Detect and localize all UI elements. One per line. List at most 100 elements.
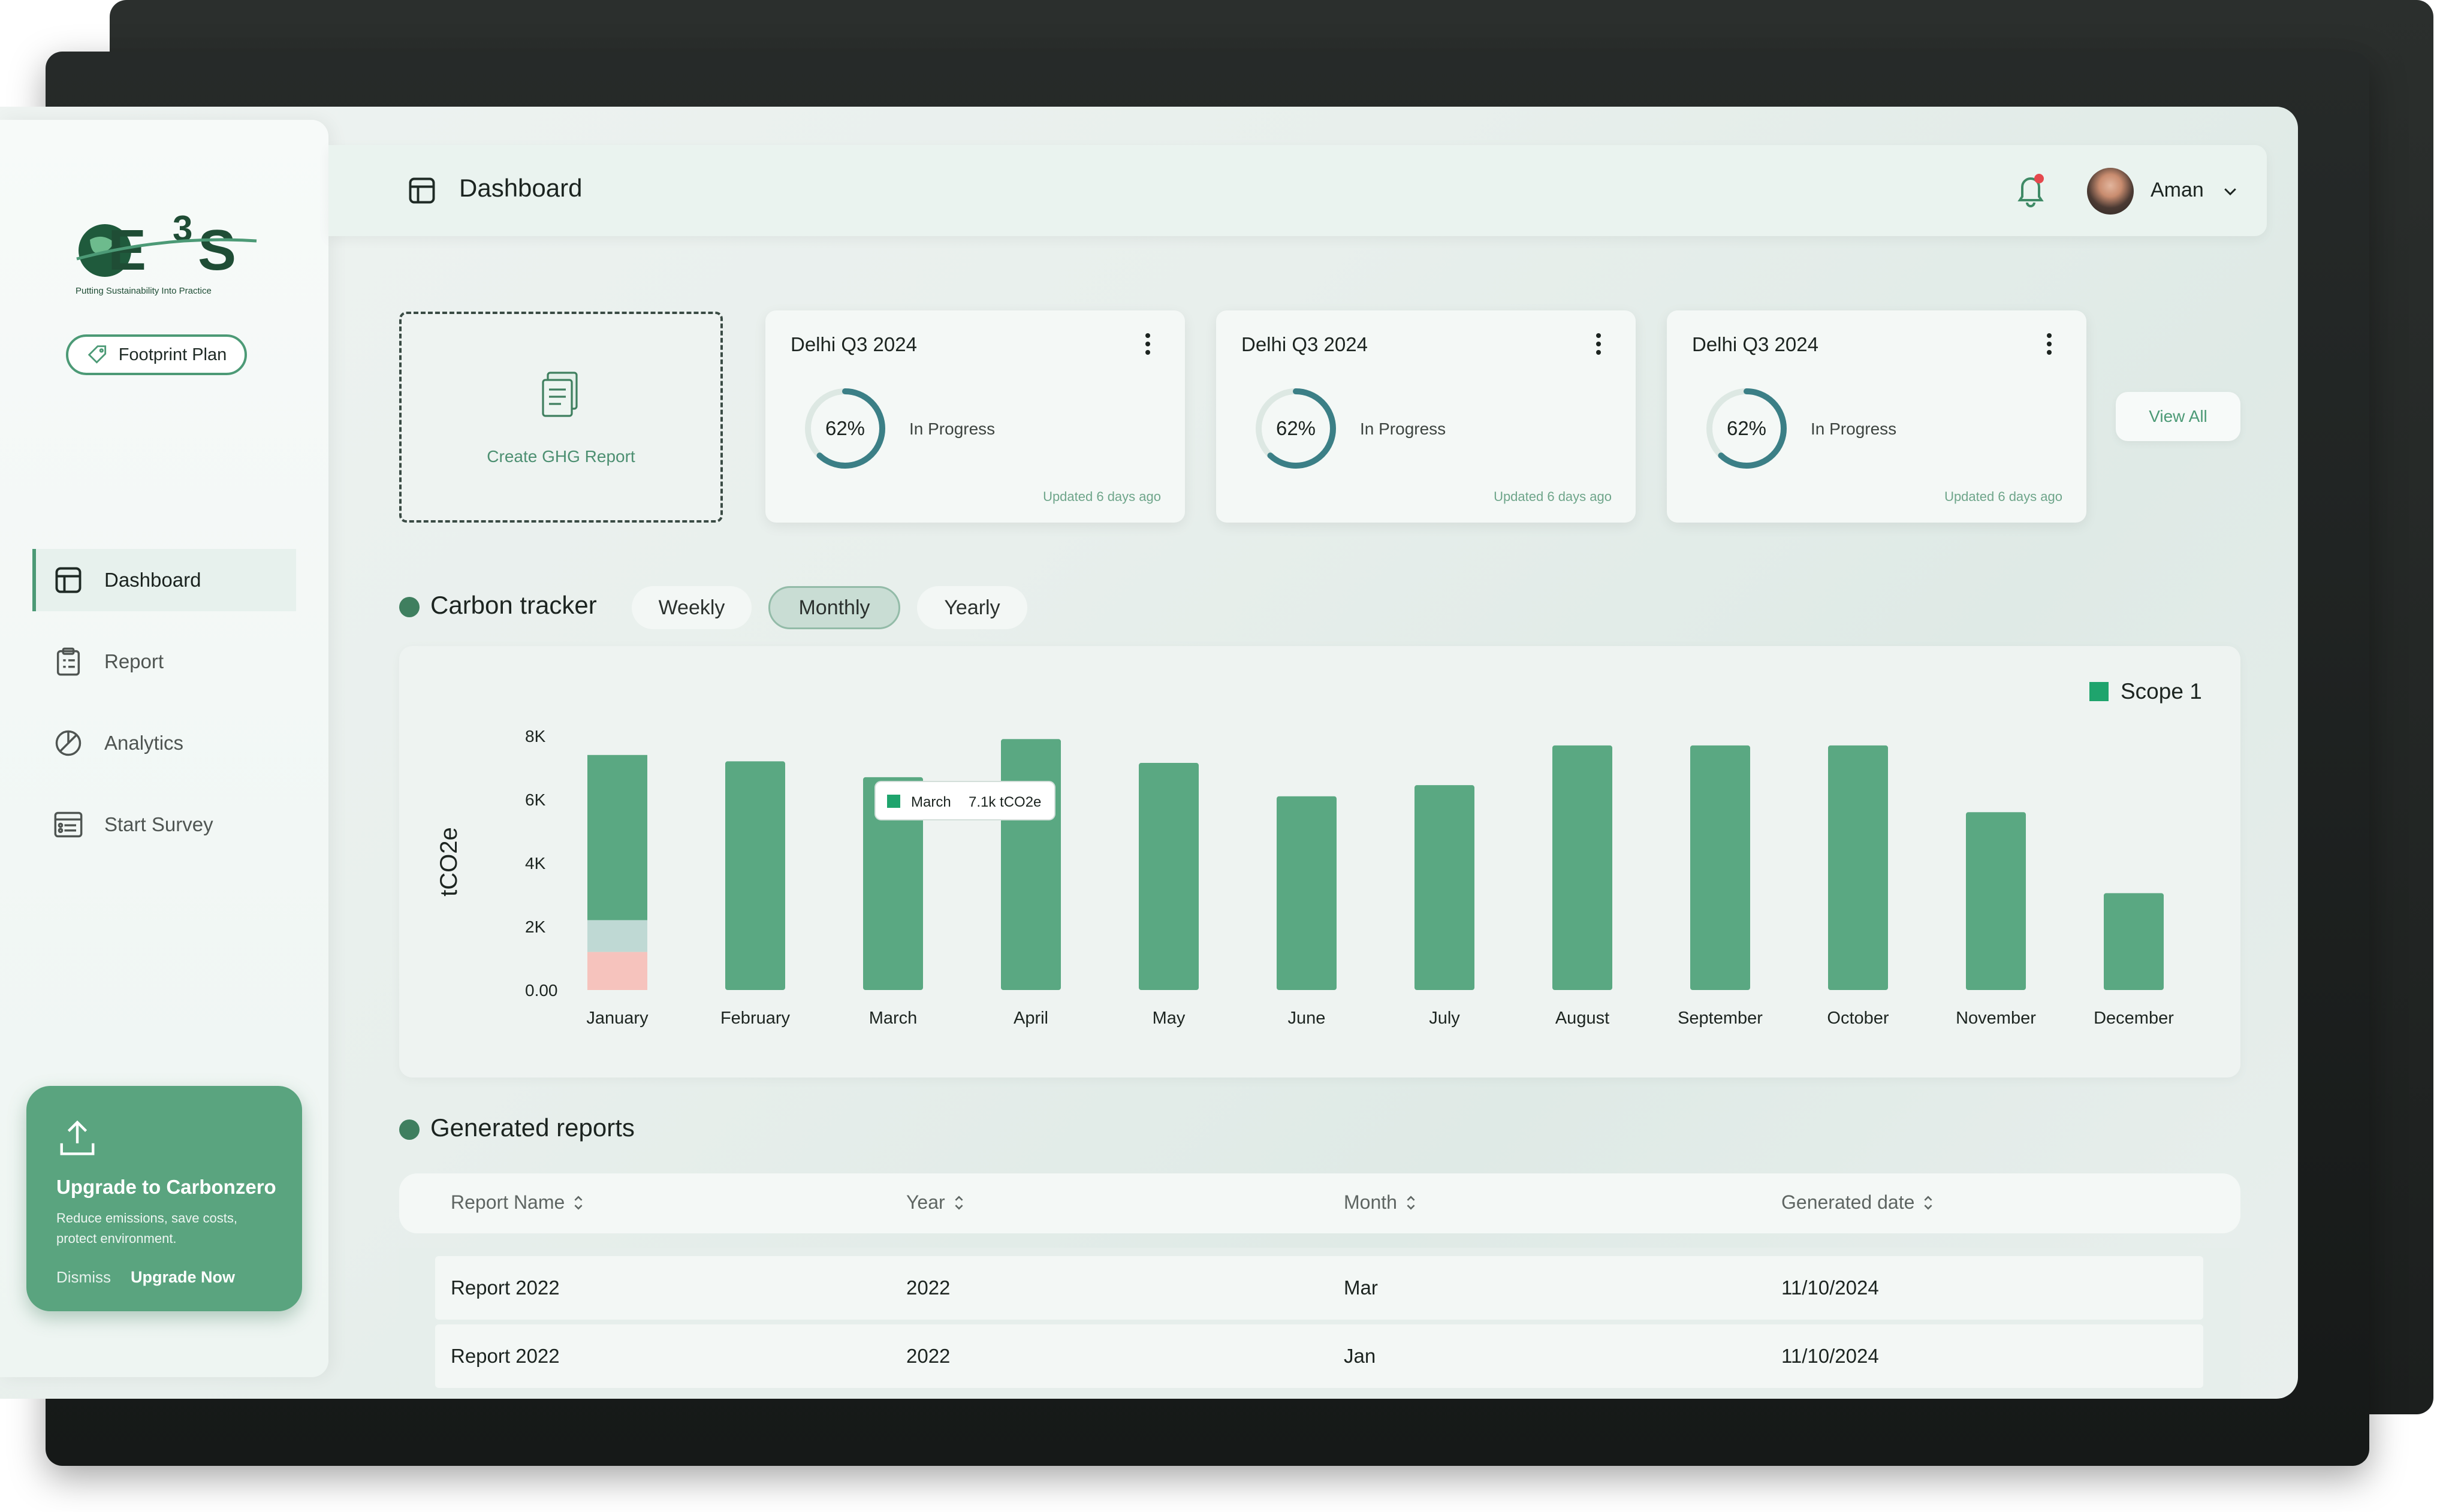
- view-all-button[interactable]: View All: [2116, 392, 2240, 441]
- sort-icon[interactable]: [1406, 1194, 1416, 1211]
- create-ghg-report-label: Create GHG Report: [487, 447, 635, 466]
- layout-icon: [409, 177, 435, 204]
- bar[interactable]: [2104, 893, 2164, 990]
- sidebar-item-dashboard[interactable]: Dashboard: [32, 549, 296, 611]
- layout-icon: [55, 567, 82, 593]
- x-tick-label: June: [1288, 1009, 1326, 1028]
- progress-ring: [1256, 388, 1336, 469]
- bar[interactable]: [863, 777, 923, 990]
- column-header-report-name[interactable]: Report Name: [451, 1191, 584, 1214]
- bar[interactable]: [1690, 745, 1750, 990]
- top-header: Dashboard Aman: [328, 145, 2267, 236]
- report-card[interactable]: Delhi Q3 2024 62% In Progress Updated 6 …: [1216, 310, 1636, 523]
- more-vertical-icon[interactable]: [1595, 332, 1602, 356]
- tab-yearly[interactable]: Yearly: [917, 586, 1027, 629]
- upgrade-description: Reduce emissions, save costs, protect en…: [56, 1211, 238, 1246]
- tooltip-value: 7.1k tCO2e: [969, 794, 1041, 810]
- cell-month: Jan: [1344, 1345, 1376, 1367]
- chart-tooltip: March 7.1k tCO2e: [874, 781, 1055, 820]
- document-icon: [542, 372, 578, 417]
- column-header-generated-date[interactable]: Generated date: [1781, 1191, 1934, 1214]
- footprint-plan-label: Footprint Plan: [118, 345, 227, 364]
- footprint-plan-button[interactable]: Footprint Plan: [66, 334, 247, 375]
- column-label: Generated date: [1781, 1191, 1915, 1213]
- carbon-tracker-title: Carbon tracker: [430, 591, 597, 619]
- table-row[interactable]: Report 2022 2022 Jan 11/10/2024: [435, 1324, 2203, 1388]
- report-updated: Updated 6 days ago: [1944, 489, 2062, 504]
- bar[interactable]: [725, 761, 785, 990]
- report-card[interactable]: Delhi Q3 2024 62% In Progress Updated 6 …: [1667, 310, 2086, 523]
- cell-report-name: Report 2022: [451, 1276, 560, 1299]
- bar[interactable]: [1415, 785, 1474, 990]
- x-tick-label: May: [1153, 1009, 1186, 1028]
- bar[interactable]: [1828, 745, 1888, 990]
- section-dot: [399, 1119, 420, 1140]
- generated-reports-title: Generated reports: [430, 1113, 635, 1142]
- sidebar-item-start-survey[interactable]: Start Survey: [32, 793, 296, 856]
- bar-segment[interactable]: [587, 920, 647, 952]
- carbon-tracker-chart: 0.00 2K 4K 6K 8K January February March April Ma…: [399, 646, 2240, 1078]
- bell-icon[interactable]: [2011, 170, 2050, 209]
- avatar[interactable]: [2087, 168, 2134, 215]
- column-label: Year: [906, 1191, 945, 1213]
- user-name[interactable]: Aman: [2151, 179, 2204, 201]
- column-header-year[interactable]: Year: [906, 1191, 964, 1214]
- clipboard-icon: [56, 647, 80, 676]
- report-updated: Updated 6 days ago: [1494, 489, 1612, 504]
- x-tick-label: August: [1555, 1009, 1609, 1028]
- svg-text:S: S: [198, 218, 236, 282]
- column-label: Report Name: [451, 1191, 565, 1213]
- x-tick-label: February: [720, 1009, 791, 1028]
- sort-icon[interactable]: [1923, 1194, 1934, 1211]
- progress-percent: 62%: [825, 417, 865, 439]
- ge3s-logo: E 3 S Putting Sustainability Into Practi…: [76, 209, 257, 296]
- table-body: Report 2022 2022 Mar 11/10/2024 Report 2…: [399, 1248, 2240, 1399]
- pie-chart-icon: [55, 730, 82, 756]
- y-tick-label: 2K: [525, 918, 546, 936]
- tooltip-swatch: [887, 795, 900, 808]
- bar[interactable]: [1139, 763, 1199, 990]
- dismiss-button[interactable]: Dismiss: [56, 1268, 111, 1286]
- y-tick-label: 0.00: [525, 981, 558, 1000]
- bar-segment[interactable]: [587, 755, 647, 921]
- tag-icon: [88, 345, 106, 364]
- dashboard-window: E 3 S Putting Sustainability Into Practi…: [0, 107, 2298, 1399]
- cell-year: 2022: [906, 1345, 951, 1367]
- upgrade-now-button[interactable]: Upgrade Now: [131, 1268, 236, 1286]
- sidebar-item-report[interactable]: Report: [32, 630, 296, 693]
- sort-icon[interactable]: [573, 1194, 584, 1211]
- table-row[interactable]: Report 2022 2022 Mar 11/10/2024: [435, 1256, 2203, 1320]
- page-title: Dashboard: [459, 174, 583, 202]
- upgrade-title: Upgrade to Carbonzero: [56, 1176, 276, 1198]
- column-header-month[interactable]: Month: [1344, 1191, 1416, 1214]
- x-tick-label: November: [1956, 1009, 2036, 1028]
- sidebar-item-analytics[interactable]: Analytics: [32, 712, 296, 774]
- bar-segment[interactable]: [587, 952, 647, 990]
- upgrade-card: Upgrade to Carbonzero Reduce emissions, …: [26, 1086, 302, 1311]
- tab-monthly[interactable]: Monthly: [768, 586, 900, 629]
- chevron-down-icon[interactable]: [2221, 182, 2239, 200]
- bar[interactable]: [1966, 812, 2026, 990]
- bar-chart: 0.00 2K 4K 6K 8K January February March April Ma…: [436, 679, 2202, 1028]
- more-vertical-icon[interactable]: [1144, 332, 1151, 356]
- x-tick-label: July: [1429, 1009, 1460, 1028]
- bar[interactable]: [1552, 745, 1612, 990]
- column-label: Month: [1344, 1191, 1397, 1213]
- y-axis-label: tCO2e: [436, 827, 462, 897]
- legend: Scope 1: [2089, 679, 2202, 704]
- create-ghg-report-card[interactable]: Create GHG Report: [399, 312, 723, 523]
- sidebar: E 3 S Putting Sustainability Into Practi…: [0, 120, 328, 1377]
- bar[interactable]: [1001, 739, 1061, 990]
- bar[interactable]: [1277, 796, 1337, 990]
- sort-icon[interactable]: [954, 1194, 964, 1211]
- svg-text:Putting Sustainability Into Pr: Putting Sustainability Into Practice: [76, 286, 212, 296]
- cell-year: 2022: [906, 1276, 951, 1299]
- sidebar-item-label: Dashboard: [104, 569, 201, 591]
- x-tick-label: January: [586, 1009, 649, 1028]
- tab-weekly[interactable]: Weekly: [632, 586, 752, 629]
- sidebar-item-label: Analytics: [104, 732, 184, 754]
- report-card[interactable]: Delhi Q3 2024 62% In Progress Updated 6 …: [765, 310, 1185, 523]
- x-tick-label: October: [1827, 1009, 1889, 1028]
- more-vertical-icon[interactable]: [2046, 332, 2053, 356]
- y-tick-label: 6K: [525, 790, 546, 809]
